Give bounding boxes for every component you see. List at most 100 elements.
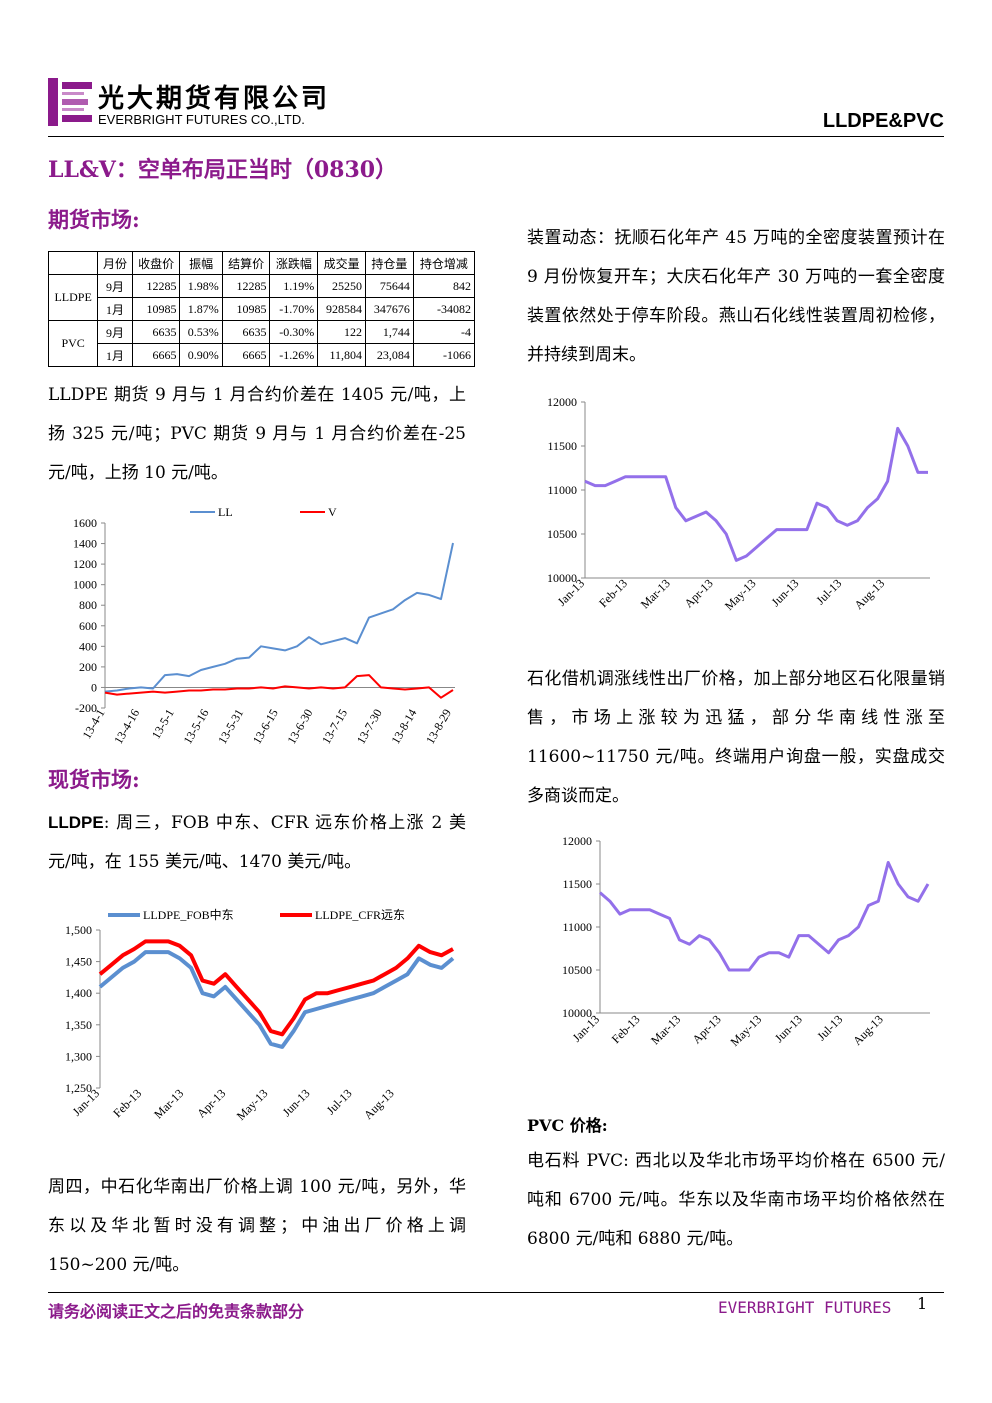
- x-tick-label: Jun-13: [769, 576, 802, 609]
- x-tick-label: May-13: [728, 1012, 765, 1049]
- x-tick-label: 13-8-14: [388, 707, 419, 747]
- cell: 10985: [221, 297, 271, 321]
- y-tick-label: 11000: [547, 483, 577, 497]
- y-tick-label: 11500: [562, 877, 592, 891]
- x-tick-label: May-13: [234, 1086, 271, 1123]
- x-tick-label: 13-7-30: [354, 707, 385, 747]
- x-tick-label: Aug-13: [361, 1086, 397, 1122]
- cell: 10985: [131, 297, 181, 321]
- header-cell: 振幅: [179, 251, 223, 275]
- section-futures: 期货市场:: [48, 207, 140, 232]
- x-tick-label: Feb-13: [609, 1012, 643, 1046]
- y-tick-label: 600: [79, 619, 97, 633]
- cell: 11,804: [317, 343, 367, 367]
- y-tick-label: 1000: [73, 578, 97, 592]
- report-name: LLDPE&PVC: [822, 110, 944, 132]
- cell: 1.98%: [179, 274, 223, 298]
- x-tick-label: 13-4-16: [111, 707, 142, 747]
- x-tick-label: 13-6-15: [250, 707, 281, 747]
- company-cn: 光大期货有限公司: [98, 84, 331, 114]
- y-tick-label: 200: [79, 660, 97, 674]
- header-cell: 月份: [97, 251, 133, 275]
- cell: 0.53%: [179, 320, 223, 344]
- y-tick-label: 1200: [73, 557, 97, 571]
- paragraph: 周四，中石化华南出厂价格上调 100 元/吨，另外，华东以及华北暂时没有调整；中…: [48, 1177, 466, 1275]
- y-tick-label: 1400: [73, 537, 97, 551]
- series-line: [584, 426, 928, 562]
- y-tick-label: 1,500: [65, 923, 92, 937]
- y-tick-label: 12000: [547, 395, 577, 409]
- x-tick-label: Mar-13: [151, 1086, 186, 1121]
- y-tick-label: 400: [79, 639, 97, 653]
- y-tick-label: 0: [91, 680, 97, 694]
- paragraph: LLDPE 期货 9 月与 1 月合约价差在 1405 元/吨，上扬 325 元…: [48, 385, 466, 483]
- cell: 6665: [131, 343, 181, 367]
- x-tick-label: 13-6-30: [284, 707, 315, 747]
- x-tick-label: Aug-13: [851, 576, 887, 612]
- header-rule: [48, 136, 944, 137]
- x-tick-label: May-13: [722, 576, 759, 613]
- group-cell: PVC: [47, 320, 99, 367]
- page-number: 1: [917, 1294, 928, 1313]
- cell: 25250: [317, 274, 367, 298]
- logo: [48, 78, 92, 126]
- x-tick-label: Aug-13: [850, 1012, 886, 1048]
- x-tick-label: Feb-13: [110, 1086, 144, 1120]
- disclaimer: 请务必阅读正文之后的免责条款部分: [48, 1302, 305, 1321]
- series-line: [599, 861, 930, 972]
- x-tick-label: Apr-13: [690, 1012, 724, 1046]
- header-cell: 持仓增减: [412, 251, 476, 275]
- paragraph: LLDPE: 周三，FOB 中东、CFR 远东价格上涨 2 美元/吨，在 155…: [48, 803, 466, 882]
- series-line: [104, 674, 454, 699]
- table-row: 1月 10985 1.87% 10985 -1.70% 928584 347676 -3408…: [49, 297, 476, 321]
- legend-label: LL: [218, 505, 233, 519]
- table-row: LLDPE 9月 12285 1.98% 12285 1.19% 25250 75644 842: [47, 274, 476, 321]
- paragraph: 装置动态：抚顺石化年产 45 万吨的全密度装置预计在 9 月份恢复开车；大庆石化…: [527, 228, 945, 365]
- y-tick-label: 10500: [547, 527, 577, 541]
- x-tick-label: 13-5-1: [149, 707, 177, 742]
- paragraph: 石化借机调涨线性出厂价格，加上部分地区石化限量销售，市场上涨较为迅猛，部分华南线…: [527, 669, 945, 806]
- y-tick-label: 12000: [562, 834, 592, 848]
- cell: -1.26%: [269, 343, 319, 367]
- x-tick-label: Jul-13: [814, 1012, 845, 1043]
- y-tick-label: -200: [75, 701, 97, 715]
- cell: -34082: [412, 297, 476, 321]
- paragraph: 电石料 PVC: 西北以及华北市场平均价格在 6500 元/吨和 6700 元/…: [527, 1151, 945, 1249]
- x-tick-label: 13-7-15: [319, 707, 350, 747]
- y-tick-label: 11000: [562, 920, 592, 934]
- x-tick-label: 13-5-31: [215, 707, 246, 747]
- y-tick-label: 10000: [547, 571, 577, 585]
- y-tick-label: 11500: [547, 439, 577, 453]
- y-tick-label: 1,250: [65, 1081, 92, 1095]
- y-tick-label: 1,300: [65, 1049, 92, 1063]
- title: LL&V：空单布局正当时（0830）: [48, 157, 398, 183]
- x-tick-label: Mar-13: [648, 1012, 683, 1047]
- x-tick-label: Mar-13: [638, 576, 673, 611]
- y-tick-label: 1,350: [65, 1018, 92, 1032]
- brand: EVERBRIGHT FUTURES: [718, 1298, 892, 1317]
- footer-rule: [48, 1292, 944, 1293]
- header-cell: 涨跌幅: [269, 251, 319, 275]
- series-line: [104, 542, 454, 693]
- y-tick-label: 10000: [562, 1006, 592, 1020]
- x-tick-label: Feb-13: [596, 576, 630, 610]
- header-cell: 持仓量: [365, 251, 414, 275]
- series-line: [98, 950, 455, 1049]
- x-tick-label: 13-8-29: [423, 707, 454, 747]
- group-cell: LLDPE: [47, 274, 99, 321]
- section-pvc: PVC 价格:: [527, 1116, 608, 1135]
- x-tick-label: Jun-13: [280, 1086, 313, 1119]
- label: LLDPE: [48, 813, 104, 832]
- cell: 1月: [97, 297, 133, 321]
- table-row: PVC 9月 6635 0.53% 6635 -0.30% 122 1,744 -4: [47, 320, 476, 367]
- legend-label: LLDPE_CFR远东: [315, 908, 405, 922]
- y-tick-label: 800: [79, 598, 97, 612]
- cell: 1月: [97, 343, 133, 367]
- futures-table: 月份 收盘价 振幅 结算价 涨跌幅 成交量 持仓量 持仓增减 LLDPE 9月 12285 1.98%…: [47, 251, 476, 367]
- legend-label: LLDPE_FOB中东: [143, 907, 234, 922]
- legend-label: V: [328, 505, 337, 519]
- y-tick-label: 1,450: [65, 955, 92, 969]
- cell: 1,744: [365, 320, 414, 344]
